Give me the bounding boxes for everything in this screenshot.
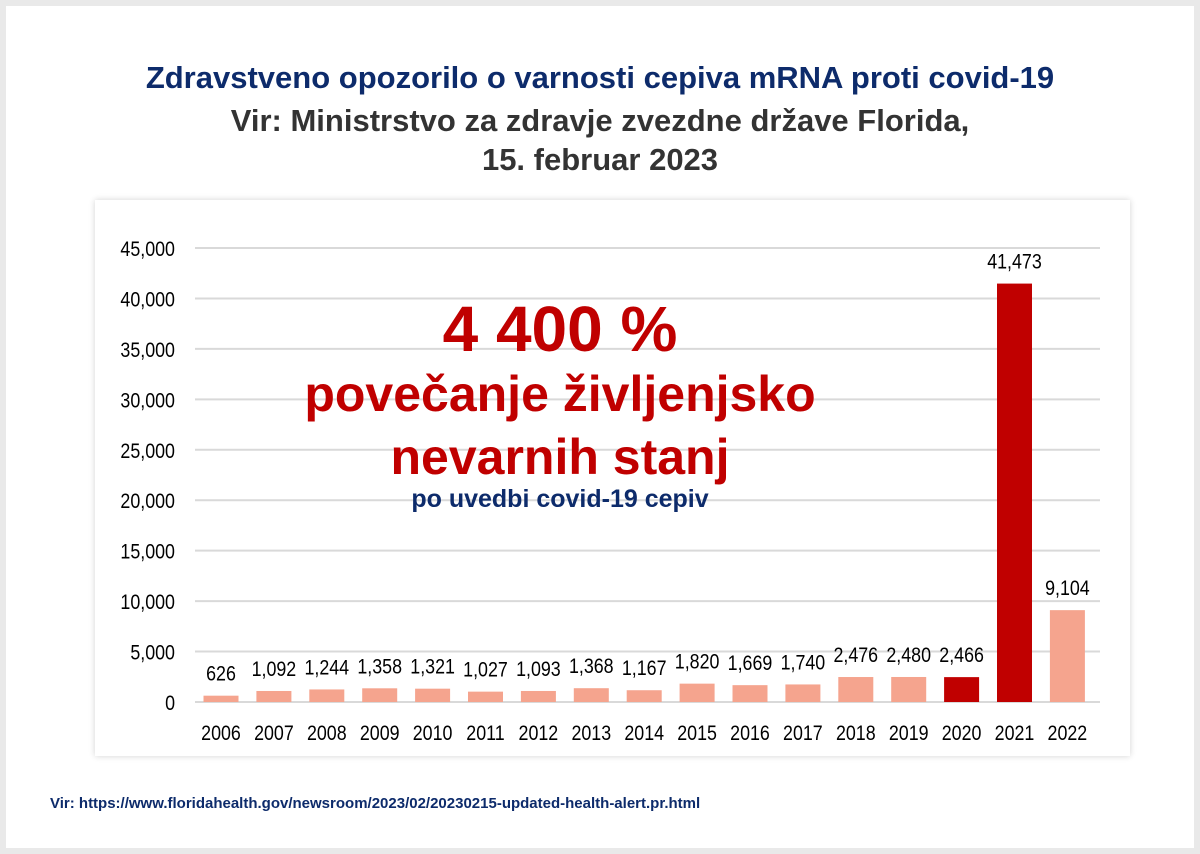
bar-2010 [415, 688, 451, 702]
x-tick-label: 2017 [783, 722, 823, 746]
chart-title: Zdravstveno opozorilo o varnosti cepiva … [145, 60, 1055, 95]
y-tick-label: 40,000 [120, 288, 175, 312]
bar-2018 [838, 677, 874, 702]
y-tick-label: 0 [165, 692, 175, 716]
data-label: 1,092 [252, 658, 297, 682]
subtitle-line-1: Vir: Ministrstvo za zdravje zvezdne drža… [230, 103, 970, 138]
data-label: 1,368 [569, 655, 614, 679]
y-tick-label: 35,000 [120, 339, 175, 363]
x-tick-label: 2011 [466, 722, 504, 746]
y-tick-label: 20,000 [120, 490, 175, 514]
data-label: 1,167 [622, 657, 667, 681]
data-label: 9,104 [1045, 577, 1090, 601]
y-tick-label: 10,000 [120, 591, 175, 615]
bar-2019 [891, 676, 927, 702]
x-tick-label: 2016 [730, 722, 770, 746]
data-label: 1,669 [728, 652, 773, 676]
bar-2006 [203, 695, 239, 702]
data-label: 1,244 [304, 656, 349, 680]
bar-2008 [309, 689, 345, 702]
x-tick-label: 2014 [624, 722, 664, 746]
chart-panel [95, 200, 1130, 756]
x-tick-label: 2006 [201, 722, 241, 746]
data-label: 626 [206, 662, 236, 686]
overlay-line-2: nevarnih stanj [390, 429, 730, 485]
overlay-percent: 4 400 % [442, 293, 678, 365]
overlay-line-1: povečanje življenjsko [304, 366, 816, 422]
x-tick-label: 2008 [307, 722, 347, 746]
data-label: 1,358 [357, 655, 402, 679]
data-label: 2,476 [833, 644, 878, 668]
y-tick-label: 45,000 [120, 238, 175, 262]
data-label: 1,321 [410, 655, 455, 679]
bar-2017 [785, 684, 821, 702]
x-tick-label: 2007 [254, 722, 294, 746]
x-tick-label: 2015 [677, 722, 717, 746]
data-label: 2,466 [939, 644, 984, 668]
data-label: 41,473 [987, 250, 1042, 274]
y-tick-label: 25,000 [120, 439, 175, 463]
bar-2009 [362, 688, 398, 702]
data-label: 1,027 [463, 658, 508, 682]
source-link[interactable]: Vir: https://www.floridahealth.gov/newsr… [50, 795, 701, 812]
x-tick-label: 2009 [360, 722, 400, 746]
x-tick-label: 2010 [413, 722, 453, 746]
x-tick-label: 2018 [836, 722, 876, 746]
bar-2016 [732, 685, 768, 702]
x-tick-label: 2022 [1048, 722, 1088, 746]
data-label: 1,740 [781, 651, 826, 675]
bar-2022 [1049, 610, 1085, 702]
data-label: 1,093 [516, 658, 561, 682]
subtitle-line-2: 15. februar 2023 [481, 142, 719, 177]
y-tick-label: 15,000 [120, 540, 175, 564]
x-tick-label: 2019 [889, 722, 929, 746]
y-tick-label: 30,000 [120, 389, 175, 413]
x-tick-label: 2012 [519, 722, 559, 746]
y-tick-label: 5,000 [130, 641, 175, 665]
overlay-line-3: po uvedbi covid-19 cepiv [411, 485, 709, 513]
bar-2012 [520, 690, 556, 702]
x-tick-label: 2020 [942, 722, 982, 746]
bar-2021 [997, 283, 1032, 702]
data-label: 1,820 [675, 650, 720, 674]
data-label: 2,480 [886, 644, 931, 668]
x-tick-label: 2021 [995, 722, 1035, 746]
bar-2011 [468, 691, 503, 702]
x-tick-label: 2013 [571, 722, 611, 746]
bar-2020 [944, 677, 980, 702]
bar-2007 [256, 690, 292, 702]
bar-2014 [626, 690, 662, 702]
bar-2015 [679, 683, 715, 702]
bar-2013 [573, 688, 609, 702]
